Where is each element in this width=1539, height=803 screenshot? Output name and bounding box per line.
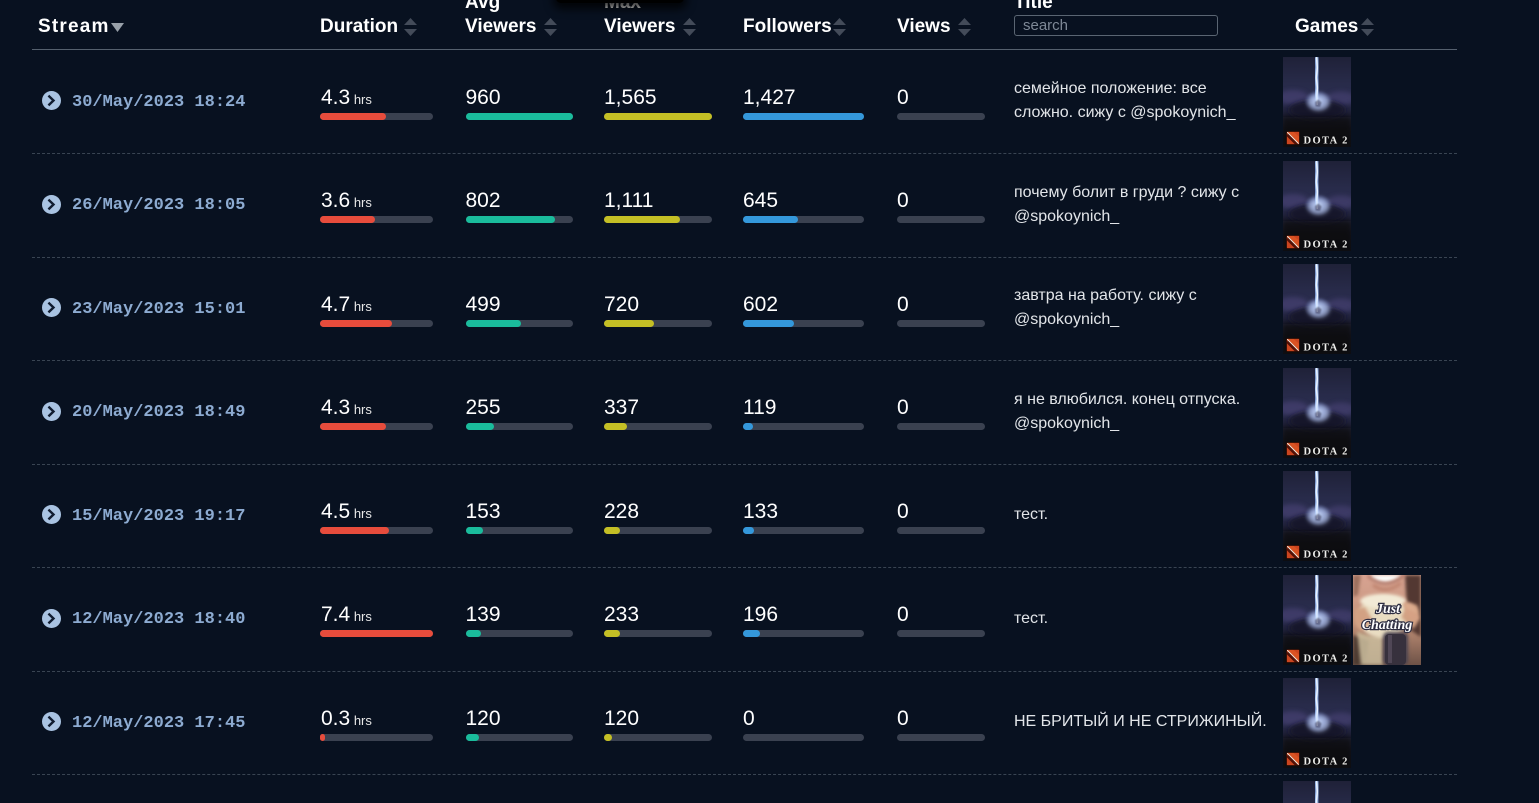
svg-text:DOTA 2: DOTA 2 (1304, 136, 1349, 147)
svg-text:Chatting: Chatting (1362, 618, 1413, 633)
svg-text:DOTA 2: DOTA 2 (1304, 239, 1349, 250)
svg-text:DOTA 2: DOTA 2 (1304, 550, 1349, 561)
svg-text:DOTA 2: DOTA 2 (1304, 446, 1349, 457)
svg-text:DOTA 2: DOTA 2 (1304, 757, 1349, 768)
svg-text:Just: Just (1375, 602, 1401, 617)
svg-text:DOTA 2: DOTA 2 (1304, 343, 1349, 354)
svg-text:DOTA 2: DOTA 2 (1304, 653, 1349, 664)
